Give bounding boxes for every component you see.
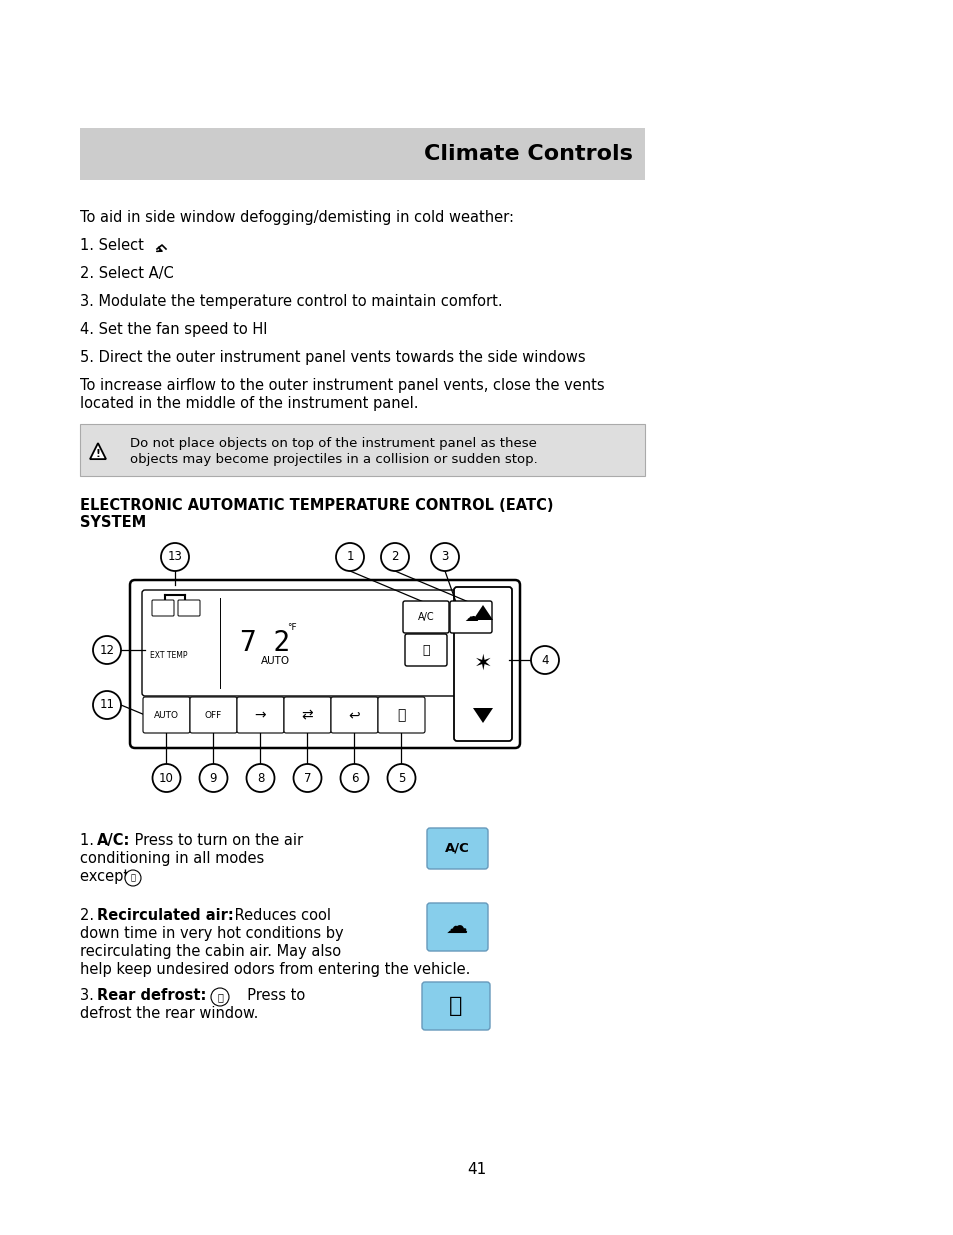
Text: 3.: 3. xyxy=(80,988,98,1003)
FancyBboxPatch shape xyxy=(331,697,377,734)
Circle shape xyxy=(211,988,229,1007)
Text: SYSTEM: SYSTEM xyxy=(80,515,146,530)
Text: 12: 12 xyxy=(99,643,114,657)
Text: 10: 10 xyxy=(159,772,173,784)
Circle shape xyxy=(92,636,121,664)
Text: OFF: OFF xyxy=(205,710,222,720)
Text: ⧗: ⧗ xyxy=(396,708,405,722)
Text: A/C:: A/C: xyxy=(97,832,131,848)
Text: 5: 5 xyxy=(397,772,405,784)
Circle shape xyxy=(380,543,409,571)
Text: 5. Direct the outer instrument panel vents towards the side windows: 5. Direct the outer instrument panel ven… xyxy=(80,350,585,366)
FancyBboxPatch shape xyxy=(143,697,190,734)
Text: 6: 6 xyxy=(351,772,358,784)
FancyBboxPatch shape xyxy=(402,601,449,634)
Text: A/C: A/C xyxy=(444,841,469,855)
Polygon shape xyxy=(473,708,493,722)
Text: conditioning in all modes: conditioning in all modes xyxy=(80,851,264,866)
Text: EXT TEMP: EXT TEMP xyxy=(150,651,188,659)
Text: °F: °F xyxy=(287,622,296,631)
FancyBboxPatch shape xyxy=(178,600,200,616)
Circle shape xyxy=(161,543,189,571)
Text: 2.: 2. xyxy=(80,908,99,923)
Text: Recirculated air:: Recirculated air: xyxy=(97,908,233,923)
Text: 3. Modulate the temperature control to maintain comfort.: 3. Modulate the temperature control to m… xyxy=(80,294,502,309)
Text: 13: 13 xyxy=(168,551,182,563)
Text: ⇄: ⇄ xyxy=(301,708,313,722)
Text: Reduces cool: Reduces cool xyxy=(230,908,331,923)
Text: To increase airflow to the outer instrument panel vents, close the vents: To increase airflow to the outer instrum… xyxy=(80,378,604,393)
Text: 2: 2 xyxy=(391,551,398,563)
FancyBboxPatch shape xyxy=(190,697,236,734)
Text: 11: 11 xyxy=(99,699,114,711)
Text: ⧗: ⧗ xyxy=(422,643,429,657)
Circle shape xyxy=(152,764,180,792)
FancyBboxPatch shape xyxy=(142,590,507,697)
Text: →: → xyxy=(254,708,266,722)
Text: down time in very hot conditions by: down time in very hot conditions by xyxy=(80,926,343,941)
Circle shape xyxy=(246,764,274,792)
Circle shape xyxy=(294,764,321,792)
FancyBboxPatch shape xyxy=(284,697,331,734)
Circle shape xyxy=(431,543,458,571)
Text: ☁: ☁ xyxy=(463,610,477,624)
Text: ⧗: ⧗ xyxy=(217,992,223,1002)
Text: defrost the rear window.: defrost the rear window. xyxy=(80,1007,258,1021)
Text: 3: 3 xyxy=(441,551,448,563)
Polygon shape xyxy=(90,443,106,459)
Text: ⧗: ⧗ xyxy=(449,995,462,1016)
Text: help keep undesired odors from entering the vehicle.: help keep undesired odors from entering … xyxy=(80,962,470,977)
Text: 4. Set the fan speed to HI: 4. Set the fan speed to HI xyxy=(80,322,267,337)
Text: A/C: A/C xyxy=(417,613,434,622)
Polygon shape xyxy=(473,605,493,620)
Text: !: ! xyxy=(95,450,100,459)
Text: Press to turn on the air: Press to turn on the air xyxy=(130,832,303,848)
Text: AUTO: AUTO xyxy=(153,710,179,720)
Text: ✶: ✶ xyxy=(474,655,492,674)
FancyBboxPatch shape xyxy=(421,982,490,1030)
FancyBboxPatch shape xyxy=(450,601,492,634)
Text: 8: 8 xyxy=(256,772,264,784)
FancyBboxPatch shape xyxy=(405,634,447,666)
Circle shape xyxy=(340,764,368,792)
FancyBboxPatch shape xyxy=(80,128,644,180)
FancyBboxPatch shape xyxy=(80,424,644,475)
FancyBboxPatch shape xyxy=(130,580,519,748)
Text: AUTO: AUTO xyxy=(260,656,290,666)
Text: 1.: 1. xyxy=(80,832,98,848)
Text: Do not place objects on top of the instrument panel as these: Do not place objects on top of the instr… xyxy=(130,437,537,450)
Text: Climate Controls: Climate Controls xyxy=(424,144,633,164)
FancyBboxPatch shape xyxy=(236,697,284,734)
Text: recirculating the cabin air. May also: recirculating the cabin air. May also xyxy=(80,944,341,960)
Text: ⧗: ⧗ xyxy=(131,873,135,883)
Text: 9: 9 xyxy=(210,772,217,784)
Text: objects may become projectiles in a collision or sudden stop.: objects may become projectiles in a coll… xyxy=(130,453,537,466)
Text: 1. Select: 1. Select xyxy=(80,238,149,253)
Text: Press to: Press to xyxy=(237,988,305,1003)
Text: To aid in side window defogging/demisting in cold weather:: To aid in side window defogging/demistin… xyxy=(80,210,514,225)
Text: located in the middle of the instrument panel.: located in the middle of the instrument … xyxy=(80,396,418,411)
Circle shape xyxy=(125,869,141,885)
FancyBboxPatch shape xyxy=(152,600,173,616)
Text: Rear defrost:: Rear defrost: xyxy=(97,988,206,1003)
Circle shape xyxy=(92,692,121,719)
Text: 7: 7 xyxy=(303,772,311,784)
Text: except: except xyxy=(80,869,133,884)
Text: 2. Select A/C: 2. Select A/C xyxy=(80,266,173,282)
Text: ELECTRONIC AUTOMATIC TEMPERATURE CONTROL (EATC): ELECTRONIC AUTOMATIC TEMPERATURE CONTROL… xyxy=(80,498,553,513)
Circle shape xyxy=(531,646,558,674)
Text: 4: 4 xyxy=(540,653,548,667)
Text: 41: 41 xyxy=(467,1162,486,1177)
FancyBboxPatch shape xyxy=(427,827,488,869)
FancyBboxPatch shape xyxy=(454,587,512,741)
Text: 7 2: 7 2 xyxy=(239,629,290,657)
Circle shape xyxy=(199,764,227,792)
Circle shape xyxy=(387,764,416,792)
Text: 1: 1 xyxy=(346,551,354,563)
Text: ↩: ↩ xyxy=(349,708,360,722)
Circle shape xyxy=(335,543,364,571)
Text: ☁: ☁ xyxy=(445,918,468,937)
FancyBboxPatch shape xyxy=(377,697,424,734)
FancyBboxPatch shape xyxy=(427,903,488,951)
